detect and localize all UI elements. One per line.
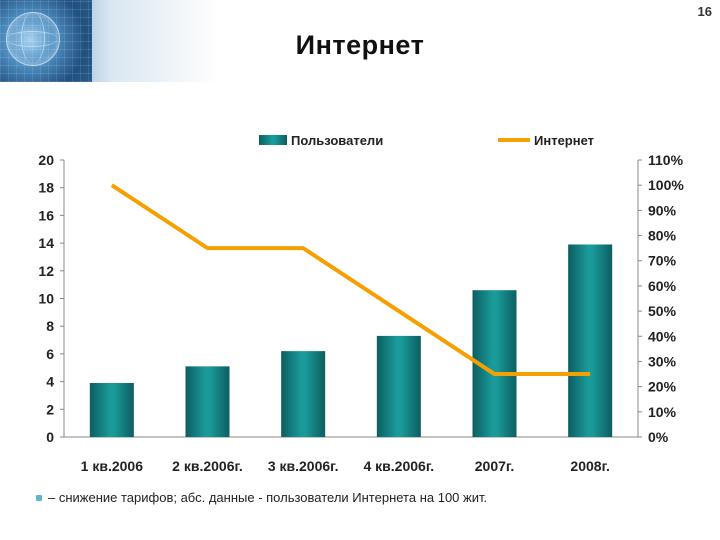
left-tick-label: 14: [38, 235, 54, 251]
x-tick-label: 2008г.: [570, 458, 609, 474]
right-tick-label: 80%: [648, 228, 677, 244]
globe-icon: [6, 12, 60, 66]
footnote-text: – снижение тарифов; абс. данные - пользо…: [48, 490, 488, 505]
globe-logo-icon: [0, 0, 92, 82]
left-tick-label: 18: [38, 180, 54, 196]
footnote: – снижение тарифов; абс. данные - пользо…: [36, 490, 487, 505]
x-tick-label: 2007г.: [475, 458, 514, 474]
left-tick-label: 6: [46, 346, 54, 362]
x-tick-label: 1 кв.2006: [81, 458, 144, 474]
right-tick-label: 100%: [648, 177, 684, 193]
page-number: 16: [697, 4, 712, 19]
legend-bar-swatch: [259, 135, 287, 145]
legend-label-internet: Интернет: [534, 133, 594, 148]
right-tick-label: 90%: [648, 202, 677, 218]
right-tick-label: 20%: [648, 379, 677, 395]
series-line-internet: [110, 183, 591, 377]
left-tick-label: 2: [46, 401, 54, 417]
page-title: Интернет: [295, 30, 425, 60]
header-band: [0, 0, 720, 82]
bar: [281, 351, 326, 437]
right-tick-label: 0%: [648, 429, 669, 445]
bullet-icon: [36, 494, 42, 501]
right-tick-label: 60%: [648, 278, 677, 294]
right-tick-label: 30%: [648, 353, 677, 369]
legend-label-users: Пользователи: [291, 133, 383, 148]
right-tick-label: 70%: [648, 253, 677, 269]
right-tick-label: 40%: [648, 328, 677, 344]
right-tick-label: 50%: [648, 303, 677, 319]
x-tick-label: 4 кв.2006г.: [364, 458, 435, 474]
right-tick-label: 110%: [648, 152, 684, 168]
bar: [185, 366, 230, 437]
left-tick-label: 12: [38, 263, 54, 279]
bar: [376, 335, 421, 437]
left-tick-label: 4: [46, 374, 54, 390]
left-tick-label: 20: [38, 152, 54, 168]
bar: [568, 244, 613, 437]
right-tick-label: 10%: [648, 404, 677, 420]
left-tick-label: 10: [38, 291, 54, 307]
left-tick-label: 0: [46, 429, 54, 445]
x-tick-label: 2 кв.2006г.: [172, 458, 243, 474]
left-tick-label: 8: [46, 318, 54, 334]
bar: [89, 382, 134, 437]
left-tick-label: 16: [38, 207, 54, 223]
x-tick-label: 3 кв.2006г.: [268, 458, 339, 474]
